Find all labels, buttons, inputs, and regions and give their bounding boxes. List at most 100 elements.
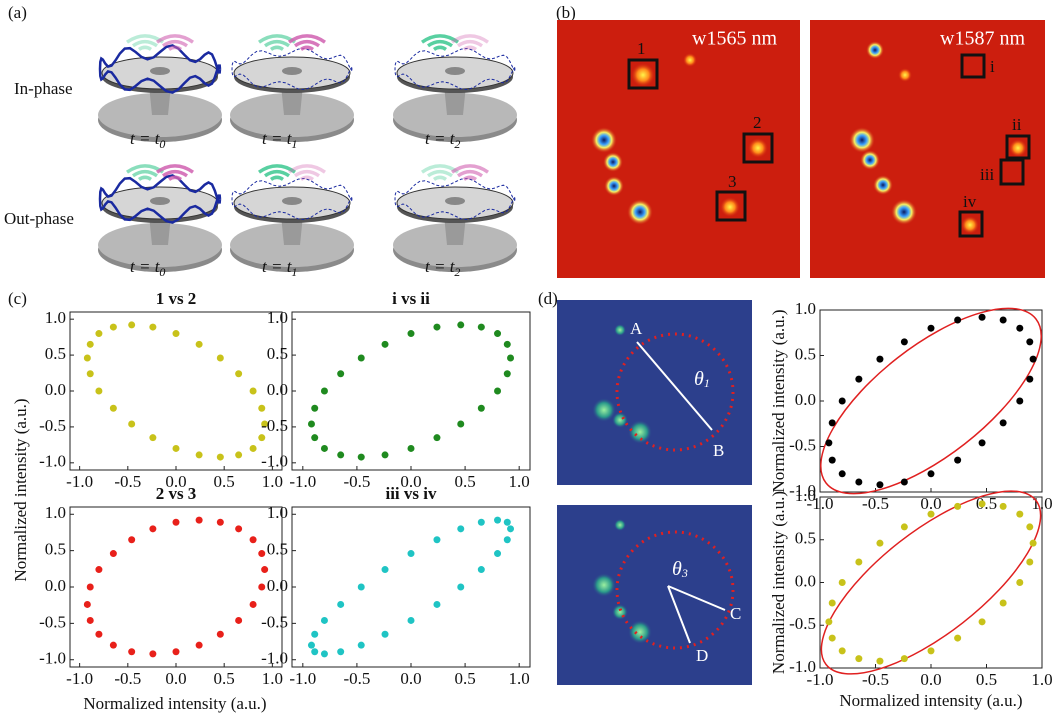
emission-arc bbox=[456, 39, 484, 48]
emission-arc bbox=[167, 45, 183, 51]
point bbox=[503, 518, 511, 526]
x-tick-label: -1.0 bbox=[66, 669, 93, 688]
point bbox=[407, 330, 415, 338]
point bbox=[195, 451, 203, 459]
point bbox=[838, 397, 846, 405]
point bbox=[86, 340, 94, 348]
point bbox=[477, 518, 485, 526]
point bbox=[249, 600, 257, 608]
point bbox=[95, 566, 103, 574]
point bbox=[838, 470, 846, 478]
point bbox=[337, 451, 345, 459]
panel-label: (b) bbox=[556, 3, 576, 22]
point bbox=[95, 330, 103, 338]
emission-arc bbox=[257, 164, 297, 174]
point bbox=[876, 481, 884, 489]
point bbox=[311, 434, 319, 442]
emission-arc bbox=[263, 169, 291, 178]
x-tick-label: 0.5 bbox=[976, 670, 997, 689]
point bbox=[216, 354, 224, 362]
emission-arc bbox=[287, 34, 327, 44]
image-label: w1565 nm bbox=[692, 28, 777, 50]
x-tick-label: -1.0 bbox=[66, 472, 93, 491]
point bbox=[855, 655, 863, 663]
field-image bbox=[557, 505, 752, 685]
point bbox=[95, 387, 103, 395]
point bbox=[320, 387, 328, 395]
point bbox=[838, 647, 846, 655]
point bbox=[357, 354, 365, 362]
y-tick-label: -1.0 bbox=[39, 452, 66, 471]
point bbox=[249, 444, 257, 452]
point bbox=[216, 518, 224, 526]
t-text: t = t bbox=[262, 129, 293, 148]
t-label: t = t1 bbox=[262, 257, 297, 279]
point bbox=[235, 616, 243, 624]
emission-arc bbox=[299, 175, 315, 181]
point bbox=[494, 330, 502, 338]
point bbox=[149, 525, 157, 533]
y-tick-label: 0.0 bbox=[45, 576, 66, 595]
t-text: t = t bbox=[425, 257, 456, 276]
point bbox=[433, 434, 441, 442]
resonator bbox=[392, 186, 518, 273]
point bbox=[433, 600, 441, 608]
x-tick-label: -1.0 bbox=[289, 669, 316, 688]
point bbox=[978, 313, 986, 321]
point bbox=[855, 375, 863, 383]
point bbox=[494, 516, 502, 524]
mode-wave bbox=[98, 174, 222, 224]
point bbox=[357, 453, 365, 461]
point bbox=[337, 648, 345, 656]
y-tick-label: -0.5 bbox=[39, 416, 66, 435]
y-axis-label: Normalized intensity (a.u.) bbox=[769, 309, 788, 492]
emission-arc bbox=[161, 169, 189, 178]
plot-frame bbox=[291, 506, 531, 668]
y-tick-label: 0.5 bbox=[267, 540, 288, 559]
point bbox=[149, 434, 157, 442]
x-tick-label: 1.0 bbox=[262, 472, 283, 491]
heatmap bbox=[557, 20, 800, 278]
point bbox=[195, 340, 203, 348]
point bbox=[1026, 338, 1034, 346]
point bbox=[828, 419, 836, 427]
point bbox=[900, 655, 908, 663]
y-tick-label: -0.5 bbox=[261, 416, 288, 435]
emission-arc bbox=[287, 164, 327, 174]
t-subscript: 0 bbox=[159, 137, 165, 151]
y-tick-label: 1.0 bbox=[45, 503, 66, 522]
x-tick-label: 0.0 bbox=[400, 472, 421, 491]
y-tick-label: 0.5 bbox=[45, 540, 66, 559]
y-tick-label: 0.5 bbox=[795, 344, 816, 363]
point bbox=[1016, 579, 1024, 586]
box-label: ii bbox=[1012, 115, 1022, 134]
point bbox=[927, 510, 935, 518]
fit-ellipse bbox=[820, 490, 1042, 675]
y-tick-label: 1.0 bbox=[45, 308, 66, 327]
point bbox=[457, 420, 465, 428]
t-text: t = t bbox=[130, 257, 161, 276]
point bbox=[900, 338, 908, 346]
point bbox=[311, 404, 319, 412]
point bbox=[109, 323, 117, 331]
angle-subscript: 1 bbox=[704, 376, 710, 390]
point bbox=[307, 641, 315, 649]
t-text: t = t bbox=[262, 257, 293, 276]
resonator bbox=[229, 186, 355, 273]
emission-arc bbox=[167, 175, 183, 181]
y-tick-label: -1.0 bbox=[261, 649, 288, 668]
point bbox=[407, 616, 415, 624]
point-label: D bbox=[696, 646, 708, 665]
point bbox=[1016, 510, 1024, 518]
point bbox=[83, 600, 91, 608]
y-tick-label: 1.0 bbox=[267, 503, 288, 522]
point bbox=[999, 502, 1007, 510]
point bbox=[838, 579, 846, 586]
point bbox=[381, 451, 389, 459]
field-image bbox=[557, 300, 752, 485]
x-tick-label: -0.5 bbox=[862, 494, 889, 513]
emission-arc bbox=[432, 175, 448, 181]
y-tick-label: 1.0 bbox=[795, 486, 816, 505]
y-tick-label: 0.0 bbox=[795, 390, 816, 409]
point bbox=[235, 525, 243, 533]
